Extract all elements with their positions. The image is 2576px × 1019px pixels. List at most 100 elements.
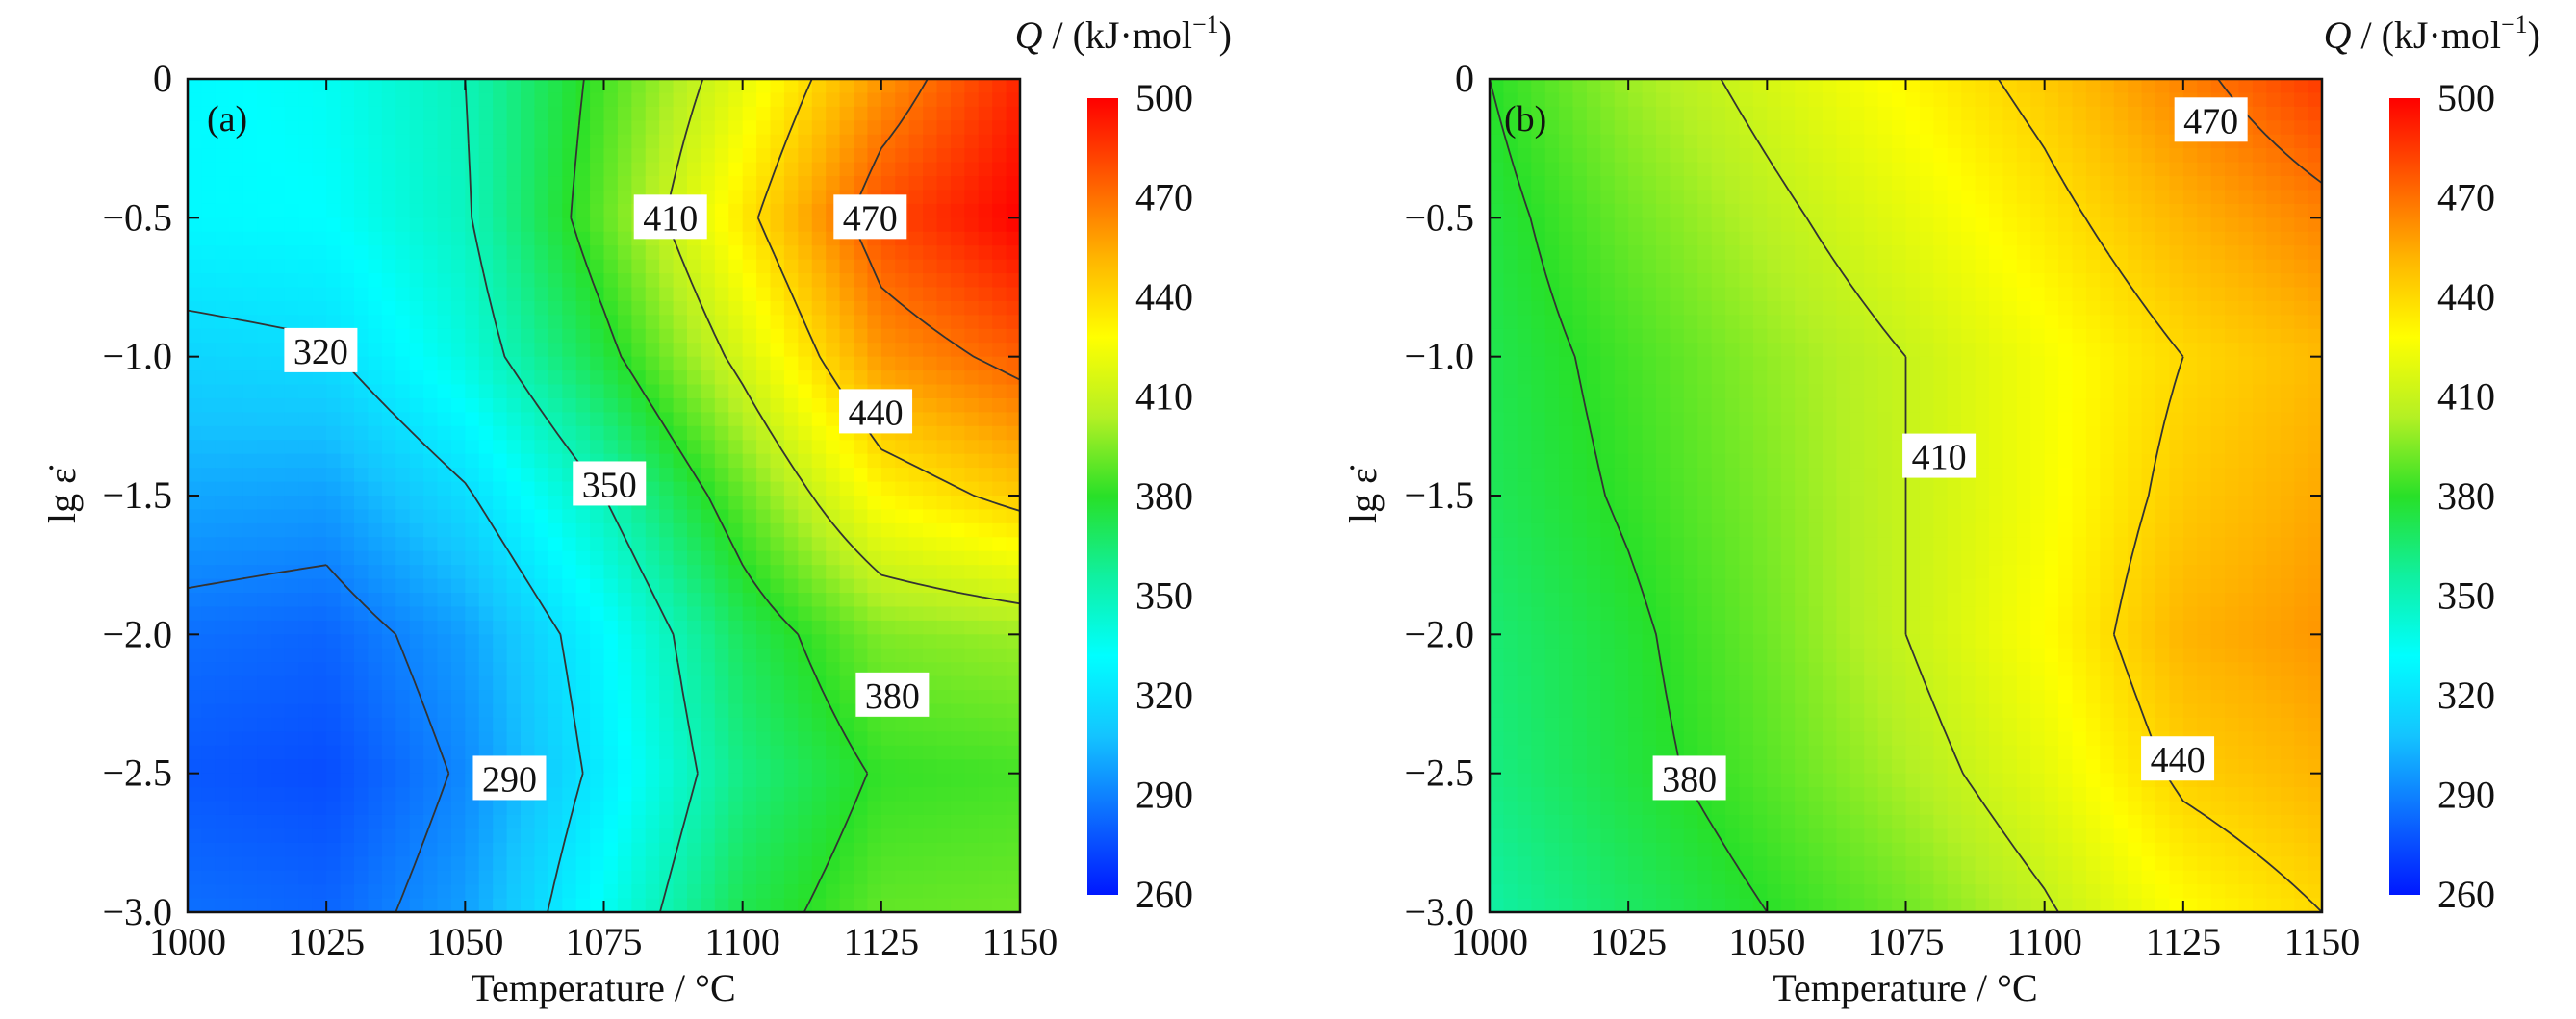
heatmap-cell	[603, 648, 619, 663]
heatmap-cell	[742, 356, 757, 371]
heatmap-cell	[506, 425, 522, 441]
heatmap-cell	[908, 370, 924, 386]
heatmap-cell	[880, 300, 896, 316]
heatmap-cell	[409, 717, 424, 732]
heatmap-cell	[1586, 176, 1601, 191]
heatmap-cell	[381, 509, 396, 524]
heatmap-cell	[895, 287, 910, 302]
heatmap-cell	[409, 190, 424, 205]
heatmap-cell	[826, 634, 841, 650]
heatmap-cell	[575, 578, 591, 594]
heatmap-cell	[1823, 120, 1838, 136]
heatmap-cell	[590, 148, 605, 164]
heatmap-cell	[478, 245, 494, 261]
heatmap-cell	[1739, 120, 1754, 136]
heatmap-cell	[2210, 217, 2226, 233]
heatmap-cell	[521, 606, 536, 622]
heatmap-cell	[493, 842, 508, 857]
heatmap-cell	[880, 550, 896, 566]
heatmap-cell	[783, 801, 799, 816]
heatmap-cell	[368, 300, 383, 316]
heatmap-cell	[2141, 315, 2156, 330]
heatmap-cell	[284, 745, 299, 760]
heatmap-cell	[1725, 370, 1741, 386]
heatmap-cell	[2030, 148, 2046, 164]
heatmap-cell	[1586, 162, 1601, 177]
heatmap-cell	[312, 190, 327, 205]
heatmap-cell	[326, 759, 342, 775]
heatmap-cell	[964, 300, 980, 316]
heatmap-cell	[270, 759, 286, 775]
heatmap-cell	[701, 287, 716, 302]
heatmap-cell	[1780, 79, 1796, 94]
heatmap-area-a	[188, 79, 1020, 912]
heatmap-cell	[409, 245, 424, 261]
heatmap-cell	[617, 440, 632, 455]
heatmap-cell	[1572, 176, 1588, 191]
heatmap-cell	[1628, 273, 1644, 289]
heatmap-cell	[284, 79, 299, 94]
heatmap-cell	[811, 176, 827, 191]
heatmap-cell	[2280, 315, 2295, 330]
heatmap-cell	[1767, 356, 1782, 371]
heatmap-cell	[714, 496, 729, 511]
heatmap-cell	[326, 440, 342, 455]
heatmap-cell	[1628, 315, 1644, 330]
heatmap-cell	[1586, 148, 1601, 164]
heatmap-cell	[742, 675, 757, 691]
heatmap-cell	[1006, 106, 1020, 121]
heatmap-cell	[590, 231, 605, 246]
heatmap-cell	[298, 453, 314, 469]
heatmap-cell	[1670, 273, 1685, 289]
heatmap-cell	[437, 884, 452, 900]
heatmap-cell	[1006, 468, 1020, 483]
heatmap-cell	[908, 509, 924, 524]
heatmap-cell	[381, 773, 396, 788]
heatmap-cell	[603, 176, 619, 191]
heatmap-cell	[783, 259, 799, 274]
heatmap-cell	[631, 370, 647, 386]
heatmap-cell	[437, 745, 452, 760]
heatmap-cell	[395, 703, 411, 719]
heatmap-cell	[478, 620, 494, 635]
heatmap-cell	[1989, 273, 2004, 289]
heatmap-cell	[2280, 328, 2295, 344]
heatmap-cell	[340, 814, 355, 829]
heatmap-cell	[562, 578, 577, 594]
heatmap-cell	[923, 814, 938, 829]
heatmap-cell	[839, 759, 854, 775]
heatmap-cell	[381, 522, 396, 538]
heatmap-cell	[409, 842, 424, 857]
heatmap-cell	[742, 731, 757, 747]
heatmap-cell	[1614, 259, 1629, 274]
heatmap-cell	[506, 856, 522, 872]
heatmap-cell	[1642, 245, 1657, 261]
heatmap-cell	[867, 315, 882, 330]
heatmap-cell	[590, 773, 605, 788]
heatmap-cell	[409, 217, 424, 233]
heatmap-cell	[992, 481, 1007, 497]
heatmap-cell	[992, 190, 1007, 205]
heatmap-cell	[215, 273, 230, 289]
heatmap-cell	[880, 606, 896, 622]
heatmap-cell	[2016, 273, 2031, 289]
heatmap-cell	[2266, 273, 2282, 289]
heatmap-cell	[603, 522, 619, 538]
heatmap-cell	[2002, 190, 2018, 205]
heatmap-cell	[201, 662, 217, 677]
heatmap-cell	[1961, 300, 1977, 316]
heatmap-cell	[201, 870, 217, 885]
heatmap-cell	[242, 593, 258, 608]
heatmap-cell	[478, 703, 494, 719]
heatmap-cell	[867, 648, 882, 663]
heatmap-cell	[1933, 328, 1949, 344]
heatmap-cell	[312, 522, 327, 538]
heatmap-cell	[215, 814, 230, 829]
heatmap-cell	[1933, 79, 1949, 94]
heatmap-cell	[368, 703, 383, 719]
heatmap-cell	[521, 287, 536, 302]
heatmap-cell	[437, 259, 452, 274]
heatmap-cell	[562, 870, 577, 885]
heatmap-cell	[2002, 287, 2018, 302]
heatmap-cell	[714, 79, 729, 94]
